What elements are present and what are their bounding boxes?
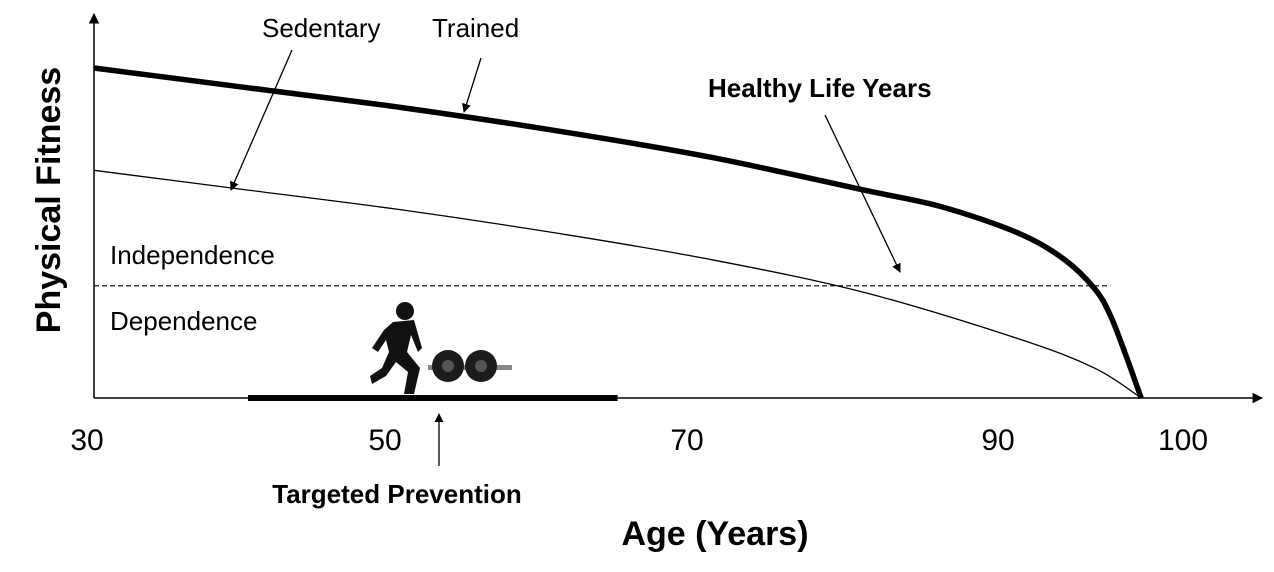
annotation-independence: Independence [110, 240, 275, 270]
x-tick-label-70: 70 [670, 424, 703, 457]
x-tick-label-30: 30 [70, 424, 103, 457]
x-axis-label: Age (Years) [621, 515, 808, 553]
y-axis-label: Physical Fitness [30, 67, 68, 333]
annotation-targeted-prevention: Targeted Prevention [272, 479, 521, 509]
series-line-sedentary [93, 169, 1142, 399]
annotation-trained: Trained [432, 13, 519, 43]
x-tick-label-90: 90 [981, 424, 1014, 457]
runner-icon [370, 302, 422, 394]
x-tick-label-50: 50 [368, 424, 401, 457]
series-line-trained [93, 65, 1144, 399]
arrow-healthy-life-years [824, 114, 901, 273]
annotation-dependence: Dependence [110, 306, 257, 336]
annotation-sedentary: Sedentary [262, 13, 381, 43]
arrow-sedentary [230, 49, 293, 191]
x-tick-label-100: 100 [1158, 424, 1208, 457]
dumbbell-icon [428, 350, 512, 382]
annotation-healthy-life-years: Healthy Life Years [708, 73, 932, 103]
arrow-trained [462, 57, 482, 113]
